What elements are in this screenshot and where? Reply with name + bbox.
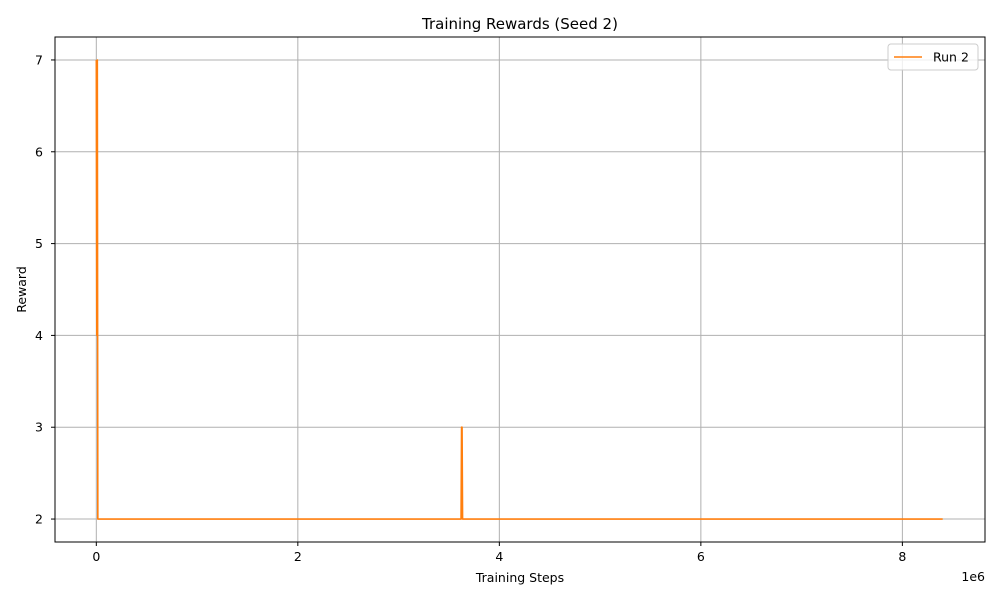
legend: Run 2 (887, 43, 979, 71)
x-tick-label: 4 (495, 549, 503, 564)
legend-frame (887, 43, 979, 71)
legend-label: Run 2 (933, 50, 969, 65)
chart-title: Training Rewards (Seed 2) (421, 15, 618, 33)
series-lines (95, 59, 943, 520)
y-tick-label: 4 (35, 328, 43, 343)
x-axis-ticks: 0 2 4 6 8 (92, 542, 906, 564)
x-tick-label: 6 (697, 549, 705, 564)
x-axis-label: Training Steps (475, 570, 564, 585)
grid (55, 37, 985, 542)
series-line-1 (95, 59, 943, 520)
x-axis-offset-label: 1e6 (961, 569, 985, 584)
y-tick-label: 5 (35, 236, 43, 251)
x-tick-label: 2 (294, 549, 302, 564)
y-tick-label: 3 (35, 420, 43, 435)
y-tick-label: 7 (35, 52, 43, 67)
x-tick-label: 0 (92, 549, 100, 564)
y-axis-label: Reward (14, 266, 29, 313)
plot-frame (54, 36, 986, 543)
y-axis-ticks: 2 3 4 5 6 7 (35, 52, 55, 527)
y-tick-label: 6 (35, 144, 43, 159)
x-tick-label: 8 (898, 549, 906, 564)
y-tick-label: 2 (35, 512, 43, 527)
